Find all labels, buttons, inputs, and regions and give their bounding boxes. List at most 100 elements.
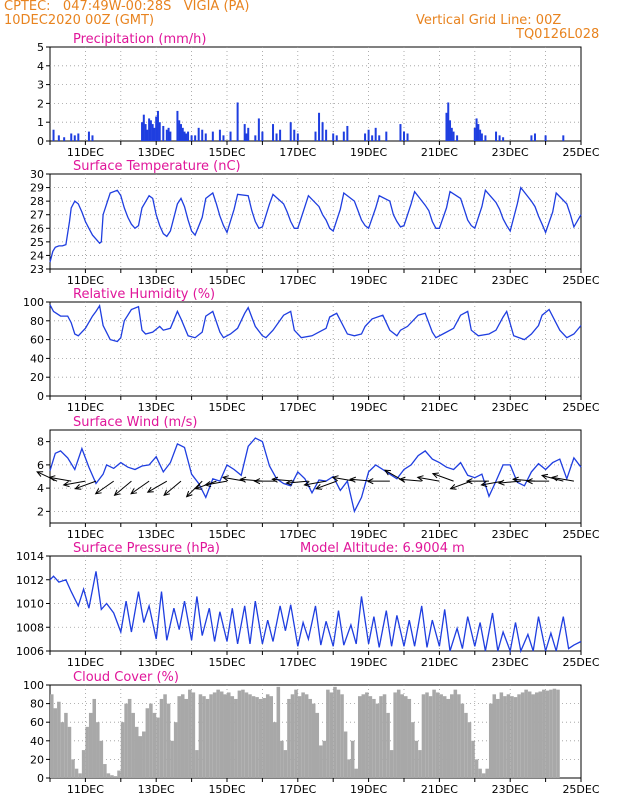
cloud-bar [329,692,334,778]
cloud-bar [156,717,160,778]
wind-arrow-head [314,484,323,490]
cloud-bar [375,703,380,778]
precip-bar [318,112,321,141]
precip-bar [176,110,179,141]
y-tick-label: 100 [23,296,44,309]
precip-bar [245,133,248,141]
cloud-bar [60,722,65,778]
cloud-bar [407,698,412,778]
wind-arrow [332,476,355,482]
x-tick-label: 21DEC [421,146,458,159]
x-tick-label: 23DEC [492,783,529,796]
cloud-bar [262,698,266,778]
cloud-bar [96,722,100,778]
cloud-bar [120,722,125,778]
x-tick-label: 21DEC [421,274,458,287]
precip-bar [153,127,156,141]
wind-arrow-head [239,476,247,483]
panel-frame [49,429,582,524]
cloud-bar [170,740,174,778]
wind-arrow [205,480,228,486]
precip-bar [52,129,55,141]
cloud-bar [110,775,114,778]
y-tick-label: 24 [30,249,44,262]
cloud-bar [103,764,107,778]
precip-bar [165,129,168,141]
x-tick-label: 21DEC [421,401,458,414]
wind-arrow-head [146,486,154,493]
wind-arrow-head [185,490,193,498]
wind-arrow [75,480,97,490]
run-datetime: 10DEC2020 00Z (GMT) [4,13,155,28]
precip-bar [87,131,90,141]
precip-bar [378,135,381,141]
cloud-bar [527,691,532,778]
cloud-bar [432,689,436,778]
cloud-bar [467,722,472,778]
precip-bar [325,129,328,141]
cloud-bar [485,768,489,778]
cloud-bar [368,696,373,778]
precip-bar [149,120,152,141]
x-tick-label: 13DEC [138,656,175,669]
precip-bar [77,133,80,141]
cloud-bar [503,696,507,778]
cloud-bar [350,740,355,778]
x-tick-label: 13DEC [138,146,175,159]
wind-arrow [36,471,58,482]
cloud-bar [326,689,330,778]
x-tick-label: 17DEC [279,783,316,796]
cloud-bar [290,694,295,778]
series-line [49,437,582,514]
cloud-bar [347,759,351,778]
x-tick-label: 15DEC [208,656,245,669]
wind-arrow-head [449,484,457,490]
x-tick-label: 15DEC [208,783,245,796]
x-tick-label: 13DEC [138,783,175,796]
cloud-bar [251,696,256,778]
wind-arrow [95,480,115,495]
wind-arrow-head [511,476,519,483]
precip-bar [190,135,193,141]
precip-bar [450,127,453,141]
y-tick-label: 20 [30,371,44,384]
cloud-bar [248,694,252,778]
cloud-bar [506,694,511,778]
precip-bar [484,135,487,141]
cloud-bar [315,712,320,778]
cloud-bar [365,692,369,778]
wind-arrow-head [36,471,44,477]
wind-arrow [304,480,327,486]
wind-arrow-head [113,489,121,497]
cloud-bar [308,698,312,778]
cloud-bar [319,745,323,778]
cloud-bar [411,722,415,778]
cloud-bar [145,708,150,778]
panel-frame [49,301,582,397]
cloud-bar [510,696,514,778]
cloud-bar [230,696,235,778]
y-tick-label: 8 [37,436,44,449]
y-tick-label: 30 [30,168,44,181]
x-tick-label: 15DEC [208,528,245,541]
precip-bar [477,124,480,141]
cloud-bar [131,712,135,778]
x-tick-label: 25DEC [562,274,599,287]
y-tick-label: 40 [30,352,44,365]
series-line [49,304,582,343]
cloud-bar [64,712,68,778]
precip-bar [346,125,349,141]
precip-bar [374,127,377,141]
x-tick-label: 13DEC [138,401,175,414]
cloud-bar [237,690,242,778]
panel-title: Cloud Cover (%) [73,670,179,685]
precip-bar [530,135,533,141]
y-tick-label: 20 [30,753,44,766]
cloud-bar [99,740,104,778]
x-tick-label: 17DEC [279,274,316,287]
wind-arrow [63,480,86,486]
panel-title: Surface Wind (m/s) [73,415,197,430]
y-tick-label: 1006 [16,645,44,658]
precip-bar [158,122,161,141]
